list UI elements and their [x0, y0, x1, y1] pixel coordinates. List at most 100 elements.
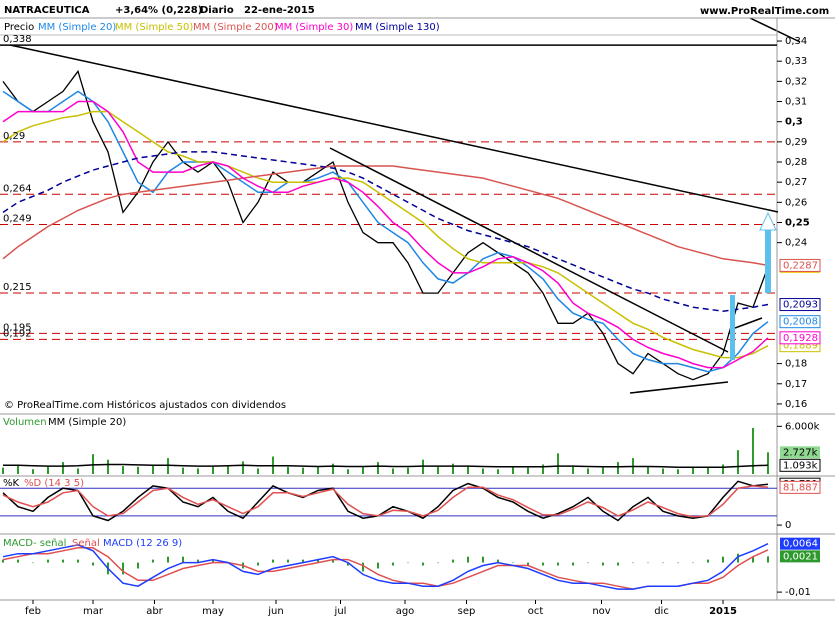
level-label: 0,249 [3, 214, 32, 225]
legend-entry: MM (Simple 50) [115, 22, 193, 33]
bar [677, 562, 679, 564]
bar [137, 466, 139, 474]
bar [647, 466, 649, 474]
bar [542, 562, 544, 566]
level-label: 0,215 [3, 282, 32, 293]
bar [467, 466, 469, 474]
level-label: 0,195 [3, 322, 32, 333]
instrument-name: NATRACEUTICA [4, 5, 90, 16]
bar [557, 562, 559, 566]
bar [317, 559, 319, 563]
bar [197, 559, 199, 563]
y-tick-label: 0,25 [785, 217, 810, 228]
last-value-box [779, 480, 821, 494]
last-value-box [779, 458, 821, 472]
legend-entry: %K [3, 478, 20, 489]
bar [122, 562, 124, 575]
y-tick-label: 0,33 [785, 56, 807, 67]
bar [767, 452, 769, 474]
legend-entry: MACD (12 26 9) [103, 538, 182, 549]
bar [212, 466, 214, 474]
bar [692, 467, 694, 474]
y-tick-label: 0,3 [785, 117, 803, 128]
bar [542, 464, 544, 474]
level-label: 0,338 [3, 34, 32, 45]
series-line [2, 100, 769, 369]
x-tick-label: oct [528, 606, 544, 617]
level-label: 0,192 [3, 328, 32, 339]
arrow-head [759, 211, 777, 231]
bar [92, 454, 94, 474]
bar [77, 468, 79, 474]
last-value-box [780, 446, 820, 459]
bar [527, 562, 529, 566]
bar [617, 462, 619, 474]
bar [482, 468, 484, 474]
y-tick-label: 0,24 [785, 238, 807, 249]
bar [572, 466, 574, 474]
bar [47, 559, 49, 563]
last-value-label: 1.093k [783, 460, 818, 471]
last-value-label: 0,2008 [783, 317, 818, 328]
bar [302, 559, 304, 563]
bar [632, 562, 634, 564]
x-tick-label: may [202, 606, 224, 617]
bar [662, 562, 664, 564]
bar [332, 559, 334, 563]
bar [677, 469, 679, 474]
x-tick-label: mar [83, 606, 104, 617]
y-tick-label: 0,32 [785, 76, 807, 87]
x-tick-label: jun [267, 606, 283, 617]
arrow [730, 295, 735, 360]
legend-entry: Volumen [3, 417, 47, 428]
series-line [2, 151, 769, 312]
bar [122, 466, 124, 474]
site: www.ProRealTime.com [700, 6, 829, 17]
bar [62, 462, 64, 474]
x-tick-label: jul [334, 606, 347, 617]
x-tick-label: abr [146, 606, 163, 617]
x-tick-label: ago [396, 606, 415, 617]
bar [512, 466, 514, 474]
x-tick-label: sep [458, 606, 476, 617]
last-value-box [779, 315, 821, 329]
bar [17, 559, 19, 563]
legend-entry: MM (Simple 20) [48, 417, 126, 428]
last-value-box [780, 537, 820, 550]
series-line [2, 485, 769, 518]
last-value-label: 0,2287 [783, 260, 818, 271]
drawings [9, 44, 779, 394]
trendline [749, 17, 801, 43]
bar [452, 559, 454, 563]
bar [467, 556, 469, 563]
x-tick-label: 2015 [709, 606, 737, 617]
bar [587, 468, 589, 474]
bar [182, 556, 184, 563]
series-line [2, 165, 769, 267]
last-value-box [780, 550, 820, 563]
arrow [765, 230, 771, 293]
bar [257, 562, 259, 566]
legend-entry: MM (Simple 200) [193, 22, 278, 33]
bar [737, 450, 739, 474]
bar [332, 463, 334, 474]
bar [587, 562, 589, 564]
bar [152, 559, 154, 563]
bar [557, 453, 559, 474]
x-tick-label: dic [654, 606, 669, 617]
last-value-label: 0,1889 [783, 341, 818, 352]
bar [2, 467, 4, 474]
legend-entry: MM (Simple 130) [355, 22, 440, 33]
bar [602, 562, 604, 566]
bar [377, 562, 379, 569]
y-tick-label: 0,26 [785, 197, 807, 208]
legend-entry: Precio [4, 22, 34, 33]
bar [2, 559, 4, 563]
instrument-change: +3,64% (0,228) [115, 5, 202, 16]
y-tick-label: 6.000k [785, 421, 820, 432]
bar [62, 559, 64, 563]
bar [302, 467, 304, 474]
bar [347, 469, 349, 474]
